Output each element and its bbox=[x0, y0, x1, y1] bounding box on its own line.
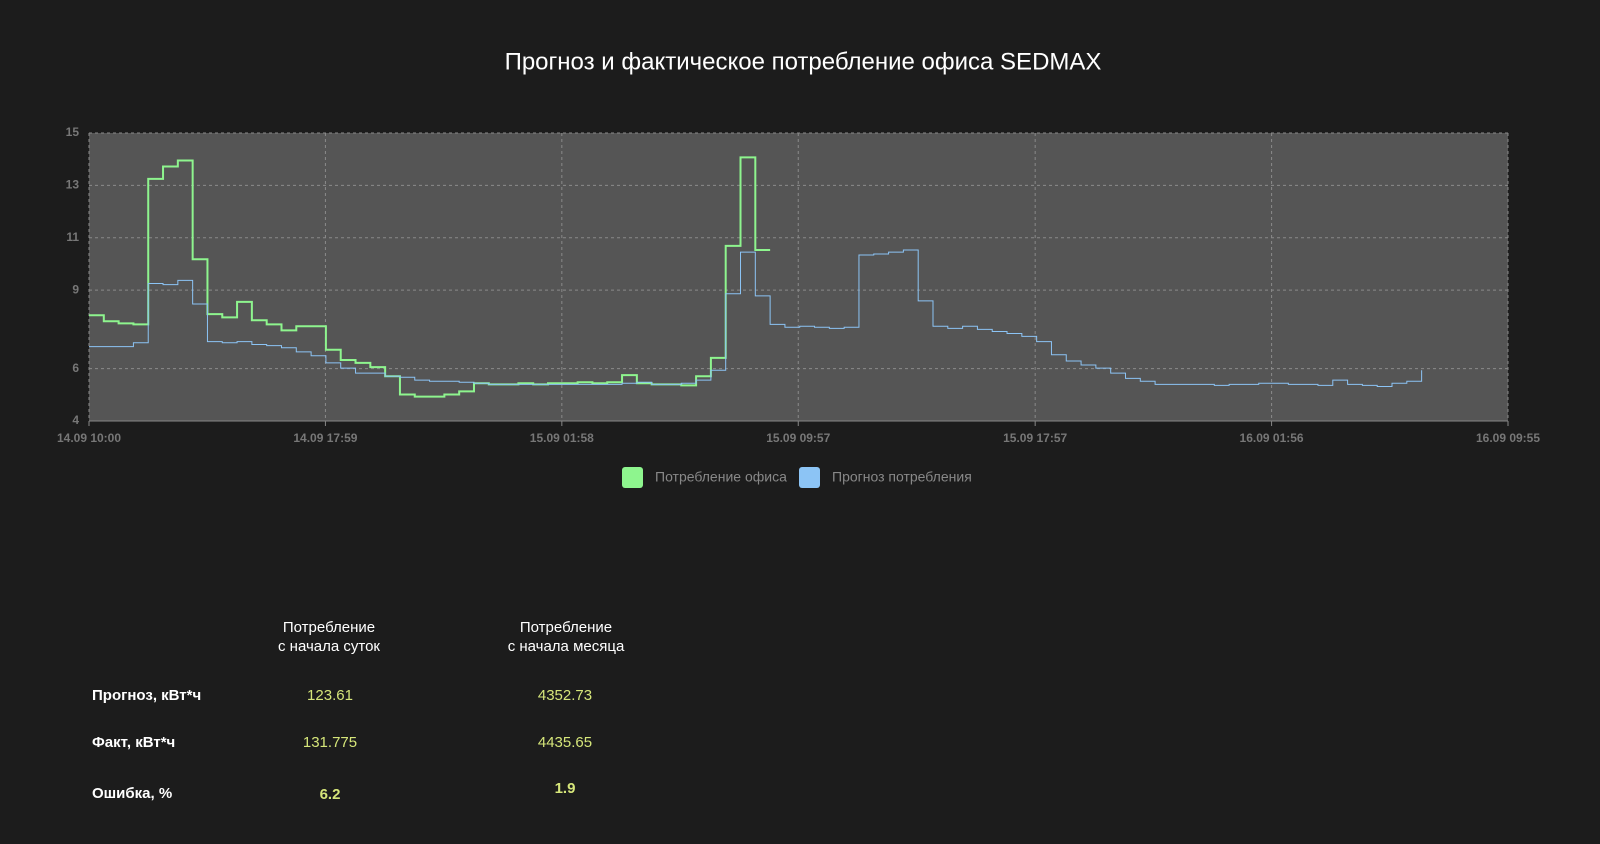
y-tick-label: 9 bbox=[72, 282, 79, 296]
x-tick-label: 16.09 01:56 bbox=[1240, 431, 1304, 445]
series-line bbox=[89, 249, 1423, 387]
legend-swatch bbox=[799, 467, 820, 488]
y-tick-label: 11 bbox=[66, 230, 79, 244]
y-tick-label: 15 bbox=[66, 125, 80, 139]
y-tick-label: 4 bbox=[72, 413, 79, 427]
x-tick-label: 14.09 10:00 bbox=[57, 431, 121, 445]
x-tick-label: 16.09 09:55 bbox=[1476, 431, 1540, 445]
legend-label: Потребление офиса bbox=[655, 469, 787, 485]
y-tick-label: 13 bbox=[66, 178, 80, 192]
legend-swatch bbox=[622, 467, 643, 488]
legend-label: Прогноз потребления bbox=[832, 469, 972, 485]
x-tick-label: 14.09 17:59 bbox=[293, 431, 357, 445]
x-tick-label: 15.09 09:57 bbox=[766, 431, 830, 445]
x-tick-label: 15.09 17:57 bbox=[1003, 431, 1067, 445]
x-tick-label: 15.09 01:58 bbox=[530, 431, 594, 445]
chart-title: Прогноз и фактическое потребление офиса … bbox=[505, 48, 1102, 75]
y-tick-label: 6 bbox=[72, 361, 79, 375]
